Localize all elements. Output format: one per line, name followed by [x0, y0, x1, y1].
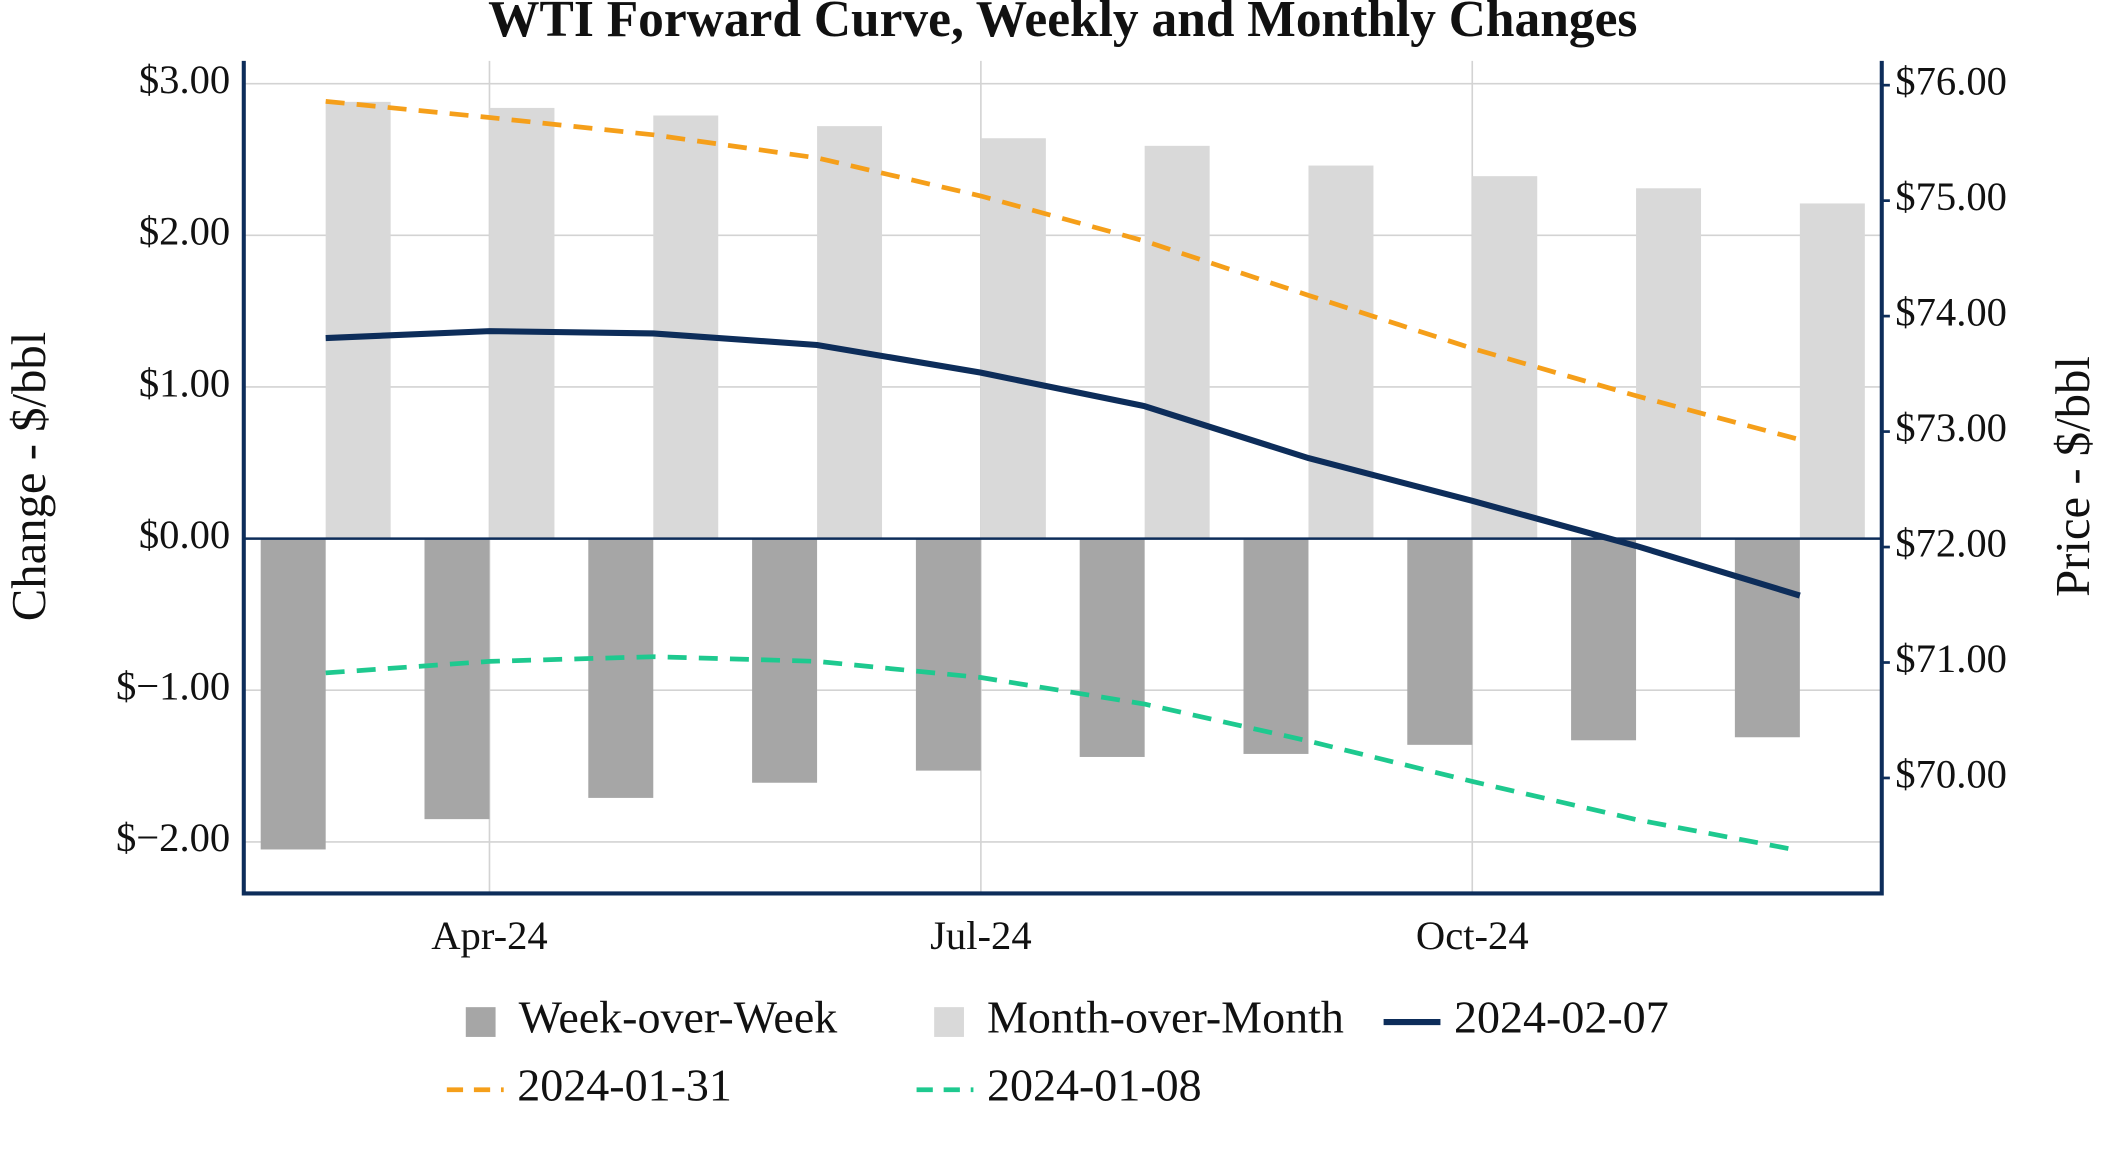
bar [424, 538, 490, 820]
y2-tick-label: $74.00 [1895, 289, 2007, 334]
y-tick-label: $3.00 [139, 57, 230, 102]
plot-frame [241, 60, 1884, 896]
bar [1636, 188, 1702, 539]
y-tick-label: $−1.00 [116, 664, 230, 709]
bar [588, 538, 654, 798]
bar [980, 138, 1046, 539]
bar [817, 126, 883, 539]
bar [260, 538, 326, 850]
y-tick-label: $−2.00 [116, 815, 230, 860]
y-tick-label: $2.00 [139, 209, 230, 254]
y-axis-title: Change - $/bbl [2, 332, 56, 622]
legend-label: 2024-01-31 [517, 1059, 732, 1110]
bar [489, 107, 555, 539]
legend-label: 2024-02-07 [1454, 992, 1669, 1043]
y-tick-label: $0.00 [139, 512, 230, 557]
bar [1308, 165, 1374, 539]
x-tick-label: Jul-24 [930, 913, 1032, 958]
y2-tick-label: $70.00 [1895, 751, 2007, 796]
line [325, 328, 1801, 599]
y2-tick-label: $71.00 [1895, 636, 2007, 681]
bar [1144, 145, 1210, 539]
x-tick-label: Apr-24 [431, 913, 547, 958]
bar [1407, 538, 1473, 745]
bar [1243, 538, 1309, 754]
y2-tick-label: $76.00 [1895, 58, 2007, 103]
y-tick-label: $1.00 [139, 360, 230, 405]
bar [915, 538, 981, 771]
legend-label: 2024-01-08 [987, 1059, 1202, 1110]
y2-tick-label: $73.00 [1895, 405, 2007, 450]
y2-tick-label: $72.00 [1895, 520, 2007, 565]
bar [1472, 176, 1538, 539]
bar [1079, 538, 1145, 757]
bar [653, 115, 719, 539]
legend-label: Month-over-Month [987, 992, 1344, 1043]
bar [325, 101, 391, 539]
bar [1734, 538, 1800, 738]
bar [1799, 203, 1865, 539]
legend-label: Week-over-Week [519, 992, 839, 1043]
bar [1571, 538, 1637, 741]
y2-tick-label: $75.00 [1895, 174, 2007, 219]
x-tick-label: Oct-24 [1416, 913, 1529, 958]
line [325, 98, 1801, 442]
legend-swatch [934, 1007, 964, 1037]
y2-axis-title: Price - $/bbl [2046, 356, 2100, 597]
chart-title: WTI Forward Curve, Weekly and Monthly Ch… [488, 0, 1637, 48]
legend-swatch [465, 1007, 496, 1037]
